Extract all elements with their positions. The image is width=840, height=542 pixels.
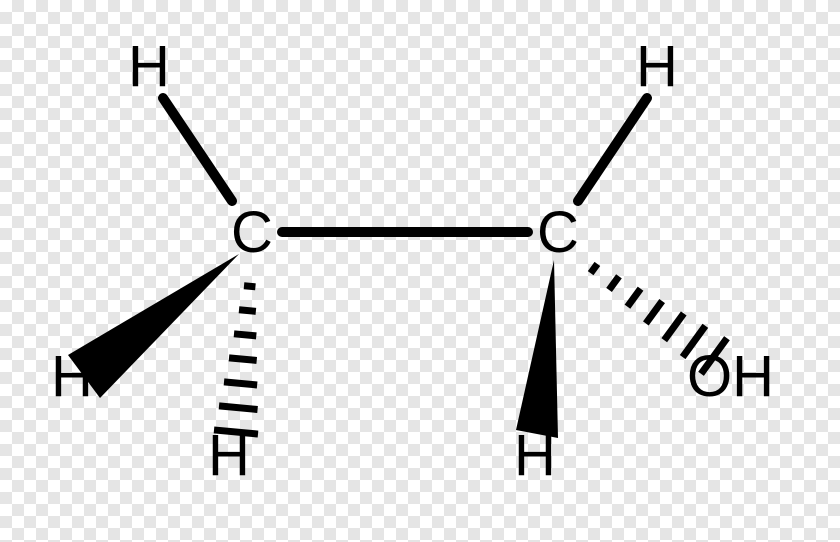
atom-H2: H	[636, 34, 678, 99]
atom-OH: OH	[687, 344, 774, 409]
bond-C1-H1	[163, 98, 232, 201]
atom-H5: H	[514, 423, 556, 488]
atom-H3: H	[51, 344, 93, 409]
atom-H4: H	[208, 423, 250, 488]
atom-H1: H	[128, 34, 170, 99]
ethanol-structure: C C H H H H H OH	[0, 0, 840, 542]
wedge-C2-H5	[516, 260, 558, 438]
atom-C2: C	[537, 200, 579, 265]
atom-C1: C	[231, 200, 273, 265]
hash-wedge-C1-H4	[214, 286, 258, 434]
bond-C2-H2	[578, 98, 647, 201]
wedge-C1-H3	[68, 254, 239, 398]
